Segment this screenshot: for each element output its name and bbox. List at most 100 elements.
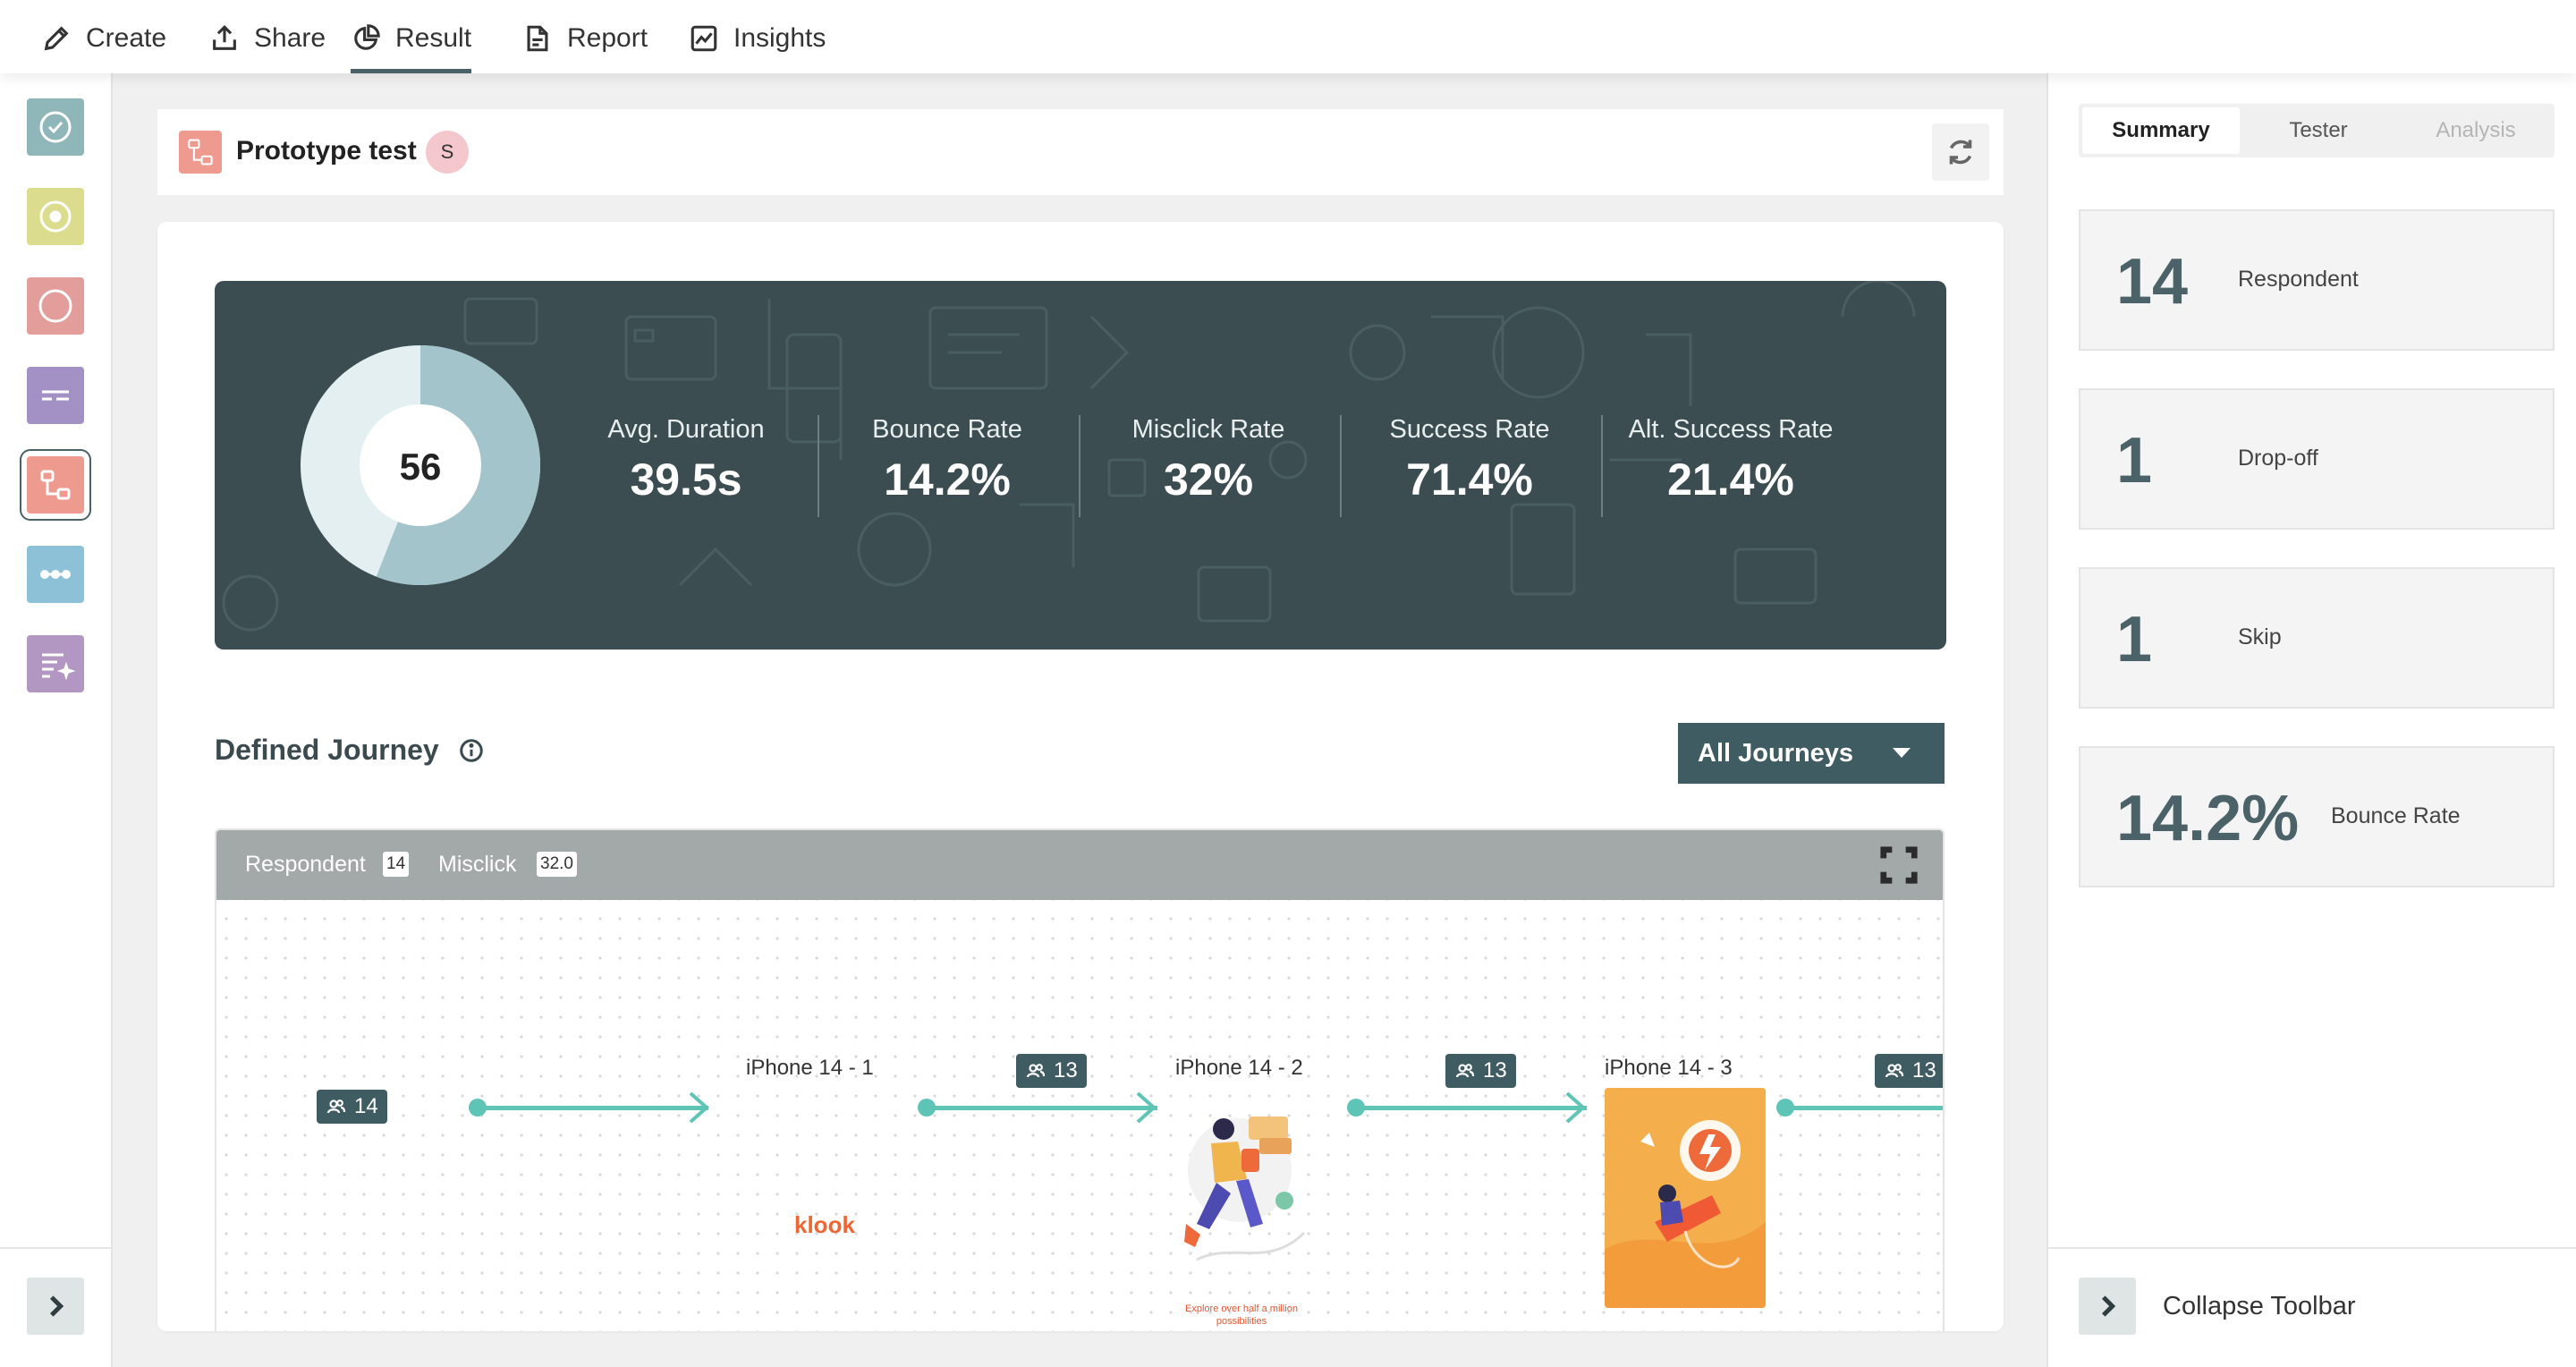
stat-label: Success Rate <box>1389 415 1550 444</box>
journey-canvas[interactable]: Respondent 14 Misclick 32.0 14 iPhone 14… <box>215 828 1945 1331</box>
dots-line-icon[interactable] <box>27 546 84 603</box>
tab-analysis: Analysis <box>2436 118 2516 142</box>
stat-label: Avg. Duration <box>607 415 765 444</box>
metric-value: 14 <box>2116 246 2189 318</box>
respondent-label: Respondent <box>245 852 366 877</box>
tab-insights-label: Insights <box>733 23 826 53</box>
tab-insights[interactable]: Insights <box>689 23 826 73</box>
count-value: 13 <box>1483 1058 1507 1083</box>
stat-value: 32% <box>1163 454 1254 505</box>
tab-create-label: Create <box>86 23 167 53</box>
tab-tester[interactable]: Tester <box>2289 118 2348 142</box>
flow-line <box>925 1106 1157 1110</box>
defined-journey-title: Defined Journey <box>215 734 439 766</box>
panel-divider <box>2048 1247 2576 1249</box>
respondent-count-badge: 13 <box>1445 1054 1516 1088</box>
users-icon <box>1455 1064 1475 1078</box>
screen-thumbnail-2 <box>1184 1117 1306 1261</box>
stat-divider <box>1601 415 1603 517</box>
stat-value: 21.4% <box>1667 454 1794 505</box>
respondent-count-badge: 13 <box>1875 1054 1943 1088</box>
stats-banner: 56 Avg. Duration 39.5s Bounce Rate 14.2%… <box>215 281 1946 650</box>
respondent-count-badge: 14 <box>317 1090 387 1124</box>
arrow-right-icon <box>1562 1090 1589 1125</box>
stat-success-rate: Success Rate 71.4% <box>1340 415 1599 505</box>
avatar[interactable]: S <box>426 131 469 174</box>
background-pattern <box>222 281 1916 632</box>
users-icon <box>1026 1064 1046 1078</box>
stat-misclick-rate: Misclick Rate 32% <box>1079 415 1338 505</box>
promo-illustration <box>1605 1088 1766 1308</box>
journey-dropdown[interactable]: All Journeys <box>1678 723 1945 784</box>
collapse-toolbar-label[interactable]: Collapse Toolbar <box>2163 1292 2356 1320</box>
sparkle-list-icon[interactable] <box>27 635 84 692</box>
klook-logo: klook <box>794 1211 855 1238</box>
users-icon <box>326 1100 346 1114</box>
respondent-count-badge: 14 <box>383 852 410 877</box>
tab-report-label: Report <box>567 23 648 53</box>
tab-report[interactable]: Report <box>522 23 648 73</box>
metric-value: 1 <box>2116 604 2153 675</box>
prototype-test-icon <box>179 131 222 174</box>
metric-card-bounce-rate: 14.2% Bounce Rate <box>2079 746 2555 887</box>
metric-label: Respondent <box>2238 267 2359 292</box>
target-icon[interactable] <box>27 188 84 245</box>
flow-line <box>1784 1106 1943 1110</box>
completion-donut <box>301 345 540 585</box>
results-card: 56 Avg. Duration 39.5s Bounce Rate 14.2%… <box>157 222 2004 1331</box>
summary-tabs: Summary Tester Analysis <box>2079 104 2555 157</box>
arrow-right-icon <box>685 1090 712 1125</box>
metric-value: 14.2% <box>2116 783 2300 854</box>
top-nav: Create Share Result Report Insights <box>0 0 2576 73</box>
chevron-right-icon <box>49 1295 64 1317</box>
stat-divider <box>1079 415 1080 517</box>
count-value: 14 <box>354 1094 378 1118</box>
share-icon <box>209 23 240 61</box>
metric-card-respondent: 14 Respondent <box>2079 209 2555 351</box>
metric-label: Bounce Rate <box>2331 803 2461 828</box>
circle-icon[interactable] <box>27 277 84 335</box>
users-icon <box>1885 1064 1904 1078</box>
refresh-button[interactable] <box>1932 123 1989 181</box>
info-icon[interactable] <box>458 737 485 764</box>
tab-result[interactable]: Result <box>351 23 472 73</box>
stat-value: 39.5s <box>630 454 742 505</box>
metric-label: Drop-off <box>2238 446 2318 471</box>
arrow-right-icon <box>1132 1090 1159 1125</box>
stat-label: Alt. Success Rate <box>1628 415 1834 444</box>
screen-label: iPhone 14 - 3 <box>1605 1056 1733 1080</box>
left-rail <box>0 73 113 1367</box>
stat-bounce-rate: Bounce Rate 14.2% <box>818 415 1077 505</box>
document-icon <box>522 23 553 61</box>
journey-canvas-toolbar: Respondent 14 Misclick 32.0 <box>216 830 1943 900</box>
text-lines-icon[interactable] <box>27 367 84 424</box>
prototype-flow-icon[interactable] <box>20 449 91 521</box>
stat-value: 14.2% <box>884 454 1011 505</box>
journey-dropdown-value: All Journeys <box>1698 738 1854 768</box>
stat-label: Bounce Rate <box>872 415 1022 444</box>
collapse-toolbar-button[interactable] <box>2079 1278 2136 1335</box>
tab-share[interactable]: Share <box>209 23 326 73</box>
tab-share-label: Share <box>254 23 326 53</box>
count-value: 13 <box>1054 1058 1078 1083</box>
tab-create[interactable]: Create <box>41 23 166 73</box>
tab-result-label: Result <box>395 23 472 53</box>
screen-thumbnail-3 <box>1605 1088 1766 1308</box>
stat-value: 71.4% <box>1406 454 1533 505</box>
metric-value: 1 <box>2116 425 2153 497</box>
pie-chart-icon <box>351 23 381 61</box>
summary-panel: Summary Tester Analysis 14 Respondent 1 … <box>2046 73 2576 1367</box>
expand-rail-button[interactable] <box>27 1278 84 1335</box>
screen-caption: Explore over half a million possibilitie… <box>1185 1303 1298 1327</box>
misclick-label: Misclick <box>438 852 517 877</box>
chevron-right-icon <box>2101 1295 2116 1317</box>
pencil-icon <box>41 23 72 61</box>
check-circle-icon[interactable] <box>27 98 84 156</box>
metric-label: Skip <box>2238 624 2282 650</box>
tab-summary[interactable]: Summary <box>2082 107 2240 154</box>
metric-card-drop-off: 1 Drop-off <box>2079 388 2555 530</box>
line-chart-icon <box>689 23 719 61</box>
caret-down-icon <box>1893 748 1911 758</box>
fullscreen-icon[interactable] <box>1878 845 1919 886</box>
stat-label: Misclick Rate <box>1131 415 1285 444</box>
